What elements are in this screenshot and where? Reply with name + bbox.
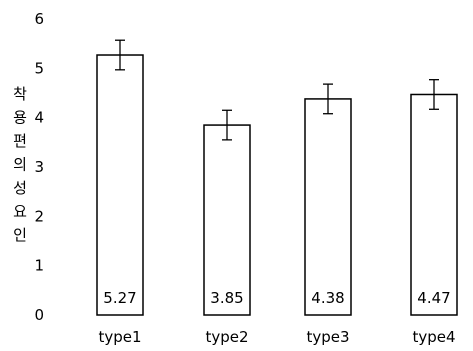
y-axis-label-char: 성 <box>13 179 27 197</box>
y-tick-label: 1 <box>34 257 44 275</box>
data-label-type2: 3.85 <box>210 289 243 307</box>
y-axis-label-char: 용 <box>13 109 27 127</box>
y-axis-ticks: 0 1 2 3 4 5 6 <box>34 10 44 324</box>
y-tick-label: 6 <box>34 10 44 28</box>
bar-type4 <box>410 93 458 316</box>
y-tick-label: 5 <box>34 59 44 77</box>
x-tick-label-type4: type4 <box>412 328 455 346</box>
bar-type3 <box>304 98 352 316</box>
y-axis-label-char: 편 <box>13 132 27 150</box>
error-bars <box>115 39 439 141</box>
x-tick-label-type1: type1 <box>98 328 141 346</box>
data-label-type3: 4.38 <box>311 289 344 307</box>
data-labels: 5.27 3.85 4.38 4.47 <box>103 289 450 307</box>
x-axis-labels: type1 type2 type3 type4 <box>98 328 455 346</box>
data-label-type1: 5.27 <box>103 289 136 307</box>
data-label-type4: 4.47 <box>417 289 450 307</box>
bar-type2 <box>203 124 251 316</box>
bars <box>96 54 458 316</box>
y-axis-label-char: 요 <box>13 203 27 221</box>
y-tick-label: 0 <box>34 306 44 324</box>
bar-type1 <box>96 54 144 316</box>
x-tick-label-type3: type3 <box>306 328 349 346</box>
y-axis-label-char: 인 <box>13 226 27 244</box>
y-tick-label: 2 <box>34 207 44 225</box>
y-tick-label: 3 <box>34 158 44 176</box>
y-axis-label-char: 착 <box>13 85 27 103</box>
y-tick-label: 4 <box>34 109 44 127</box>
y-axis-label-char: 의 <box>13 156 27 174</box>
x-tick-label-type2: type2 <box>205 328 248 346</box>
